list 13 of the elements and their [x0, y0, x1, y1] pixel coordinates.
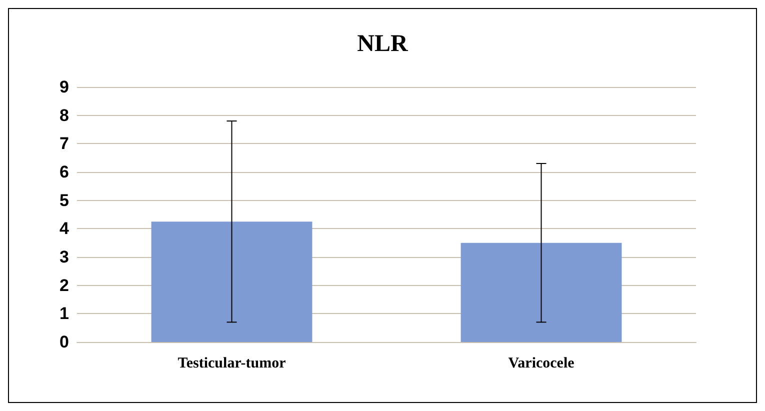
x-tick-label: Testicular-tumor: [178, 356, 286, 372]
y-tick-label: 8: [60, 106, 69, 125]
y-tick-label: 5: [60, 190, 69, 210]
y-tick-label: 7: [60, 134, 69, 154]
y-tick-label: 0: [60, 332, 69, 352]
x-tick-label: Varicocele: [508, 356, 575, 372]
chart-title: NLR: [357, 31, 409, 57]
y-tick-label: 2: [60, 276, 69, 295]
y-tick-label: 9: [60, 78, 69, 96]
y-tick-label: 4: [60, 219, 70, 238]
y-tick-label: 3: [60, 248, 69, 266]
y-tick-label: 1: [60, 304, 69, 324]
y-tick-label: 6: [60, 162, 69, 182]
